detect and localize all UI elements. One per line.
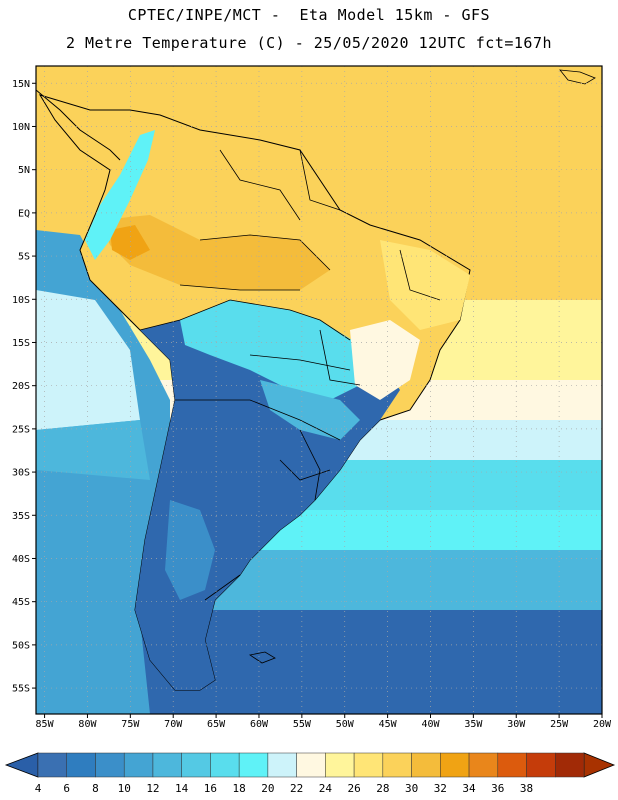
colorbar-swatch [267, 752, 297, 778]
latitude-axis: 15N 10N 5N EQ 5S 10S 15S 20S 25S 30S 35S 40S 45S 50S 5… [12, 79, 36, 695]
lon-label: 40W [421, 719, 440, 730]
longitude-axis: 85W 80W 75W 70W 65W 60W 55W 50W 45W 40W 35W 30W 25W 2… [36, 714, 612, 730]
northeast-brazil-warm [380, 240, 470, 330]
colorbar-label: 4 [35, 782, 42, 795]
colorbar-swatch [37, 752, 67, 778]
chart-title-line1: CPTEC/INPE/MCT - Eta Model 15km - GFS [127, 6, 491, 24]
colorbar-low-arrow [4, 752, 39, 778]
lat-label: 15S [12, 338, 30, 349]
southeast-brazil-mild [350, 320, 420, 400]
lon-label: 45W [379, 719, 398, 730]
colorbar-swatch [526, 752, 556, 778]
colorbar-swatch [497, 752, 527, 778]
colorbar-label: 12 [146, 782, 159, 795]
colorbar-swatch [296, 752, 326, 778]
lat-label: 55S [12, 684, 30, 695]
colorbar-swatch [181, 752, 211, 778]
colorbar-swatch [238, 752, 269, 778]
map-grid [36, 66, 602, 714]
colorbar-swatch [325, 752, 355, 778]
lat-label: 15N [12, 79, 30, 90]
pacific-cold-region [36, 420, 150, 480]
lon-label: 30W [507, 719, 526, 730]
lat-label: 35S [12, 511, 30, 522]
lat-label: 5S [18, 252, 30, 263]
colorbar-swatch [152, 752, 182, 778]
lat-label: 10N [12, 122, 30, 133]
colorbar-label: 22 [290, 782, 303, 795]
colorbar-swatch [210, 752, 240, 778]
colorbar-label: 36 [491, 782, 504, 795]
central-america-coast [36, 89, 121, 161]
colorbar-label: 16 [204, 782, 217, 795]
colorbar-swatch [411, 752, 441, 778]
colorbar-label: 28 [376, 782, 389, 795]
paraguay-cool-region [260, 380, 360, 440]
lon-label: 60W [250, 719, 269, 730]
colorbar-label: 32 [434, 782, 447, 795]
colorbar-label: 24 [319, 782, 333, 795]
colorbar-label: 30 [405, 782, 418, 795]
colorbar-label: 18 [233, 782, 246, 795]
colorbar-label: 8 [92, 782, 99, 795]
northern-andes-cold [85, 130, 155, 260]
colorbar-swatch [95, 752, 125, 778]
lat-label: 30S [12, 468, 30, 479]
lon-label: 25W [550, 719, 569, 730]
lat-label: 10S [12, 295, 30, 306]
lat-label: 50S [12, 640, 30, 651]
bolivia-cool-region [180, 300, 380, 400]
colorbar-high-arrow [583, 752, 616, 778]
colorbar-swatch [468, 752, 499, 778]
map-frame [35, 65, 603, 715]
pacific-mild-region [36, 290, 140, 430]
colorbar-label: 20 [261, 782, 274, 795]
lon-label: 35W [464, 719, 483, 730]
colorbar-label: 10 [118, 782, 131, 795]
colorbar-label: 38 [520, 782, 533, 795]
amazon-hot-region [100, 215, 330, 290]
colorbar-swatch [440, 752, 470, 778]
lon-label: 50W [336, 719, 355, 730]
lat-label: 5N [18, 165, 30, 176]
patagonia-cool-region [165, 500, 215, 600]
colorbar-swatch [555, 752, 585, 778]
lat-label: 45S [12, 597, 30, 608]
lat-label: EQ [18, 208, 30, 219]
colorbar-label: 14 [175, 782, 189, 795]
colorbar-label: 34 [462, 782, 476, 795]
colorbar-swatch [66, 752, 96, 778]
falkland-islands [248, 651, 276, 664]
colorbar-label: 26 [347, 782, 360, 795]
country-borders [139, 149, 441, 601]
lon-label: 85W [36, 719, 55, 730]
colorbar-swatch [353, 752, 384, 778]
lon-label: 55W [293, 719, 312, 730]
lat-label: 25S [12, 424, 30, 435]
colorbar-label: 6 [63, 782, 70, 795]
map-fields [36, 66, 602, 714]
lon-label: 20W [593, 719, 612, 730]
lon-label: 80W [78, 719, 97, 730]
lon-label: 65W [207, 719, 226, 730]
caribbean-islands [559, 69, 596, 85]
lat-label: 20S [12, 381, 30, 392]
lon-label: 70W [164, 719, 183, 730]
colorbar-swatch [382, 752, 412, 778]
colorbar-swatch [123, 752, 154, 778]
chart-title-line2: 2 Metre Temperature (C) - 25/05/2020 12U… [65, 34, 553, 52]
peru-hot-spot [110, 225, 150, 260]
colorbar: 4 6 8 10 12 14 16 18 20 22 24 26 28 30 32 34 36 38 [4, 752, 616, 795]
lat-label: 40S [12, 554, 30, 565]
lon-label: 75W [121, 719, 140, 730]
